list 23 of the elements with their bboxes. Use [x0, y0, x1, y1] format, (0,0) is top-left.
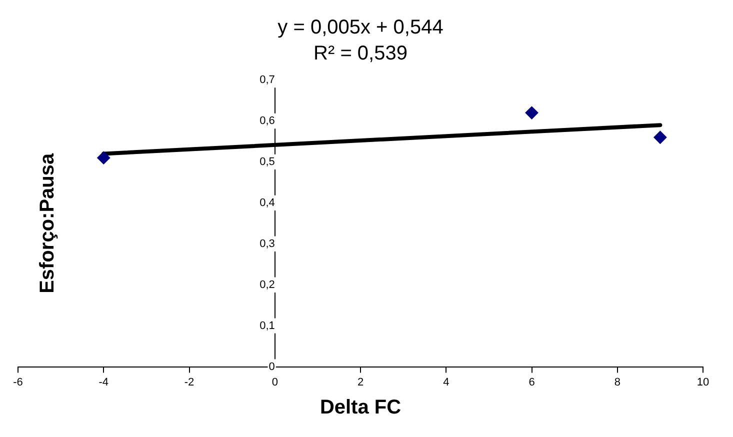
y-tick-label: 0,4 [260, 196, 275, 209]
x-tick-label: 2 [357, 376, 364, 388]
y-axis-title: Esforço:Pausa [36, 152, 59, 294]
y-tick-label: 0,6 [260, 115, 275, 128]
y-tick-label: 0,3 [260, 238, 275, 250]
y-tick-label: 0,5 [260, 156, 275, 168]
x-tick-label: -6 [13, 376, 23, 388]
y-tick-label: 0,2 [260, 278, 275, 291]
x-axis-title: Delta FC [320, 396, 402, 419]
point [654, 130, 667, 144]
x-tick-label: 4 [443, 376, 450, 388]
y-tick-label: 0,1 [260, 320, 275, 332]
x-tick-label: 6 [528, 376, 535, 388]
y-tick-label: 0,7 [260, 74, 275, 86]
chart-subtitle: R² = 0,539 [314, 42, 408, 65]
y-tick-label: 0 [268, 360, 275, 373]
x-tick-label: 8 [614, 376, 620, 388]
chart-title: y = 0,005x + 0,544 [278, 16, 444, 39]
point [525, 106, 538, 120]
x-tick-label: -4 [98, 376, 109, 388]
x-tick-label: 10 [696, 376, 710, 388]
x-tick-label: -2 [184, 376, 194, 388]
point [97, 151, 110, 164]
